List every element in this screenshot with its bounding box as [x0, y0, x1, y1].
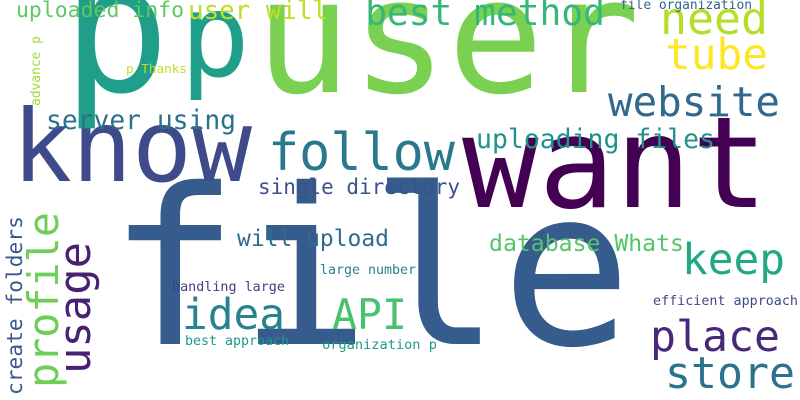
word-large-number: large number	[320, 262, 416, 278]
word-api: API	[332, 290, 407, 340]
word-want: want	[462, 88, 768, 237]
word-idea: idea	[182, 289, 285, 340]
word-best-approach: best approach	[185, 334, 289, 350]
word-advance-p: advance p	[29, 36, 45, 106]
word-p-thanks: p Thanks	[126, 61, 187, 77]
word-single-directory: single directory	[258, 175, 460, 200]
word-uploaded-info: uploaded info	[15, 0, 185, 24]
word-file-organization: file organization	[620, 0, 752, 13]
word-website: website	[608, 78, 780, 127]
word-p-large-right: p	[180, 0, 250, 104]
word-create-folders: create folders	[3, 216, 29, 395]
word-tube: tube	[665, 30, 768, 81]
word-database-whats: database Whats	[489, 230, 684, 257]
word-follow: follow	[268, 122, 455, 183]
word-place: place	[650, 311, 780, 362]
word-usage: usage	[49, 242, 101, 374]
word-handling-large: handling large	[172, 279, 285, 295]
word-uploading-files: uploading files	[476, 123, 715, 155]
word-know: know	[12, 88, 252, 205]
word-need: need	[660, 0, 768, 46]
word-user: user	[255, 0, 640, 131]
word-will-upload: will upload	[237, 226, 389, 253]
word-file: file	[108, 143, 632, 397]
word-efficient-approach: efficient approach	[653, 293, 798, 309]
word-best-method: best method	[365, 0, 605, 34]
word-keep: keep	[682, 234, 785, 285]
word-user-will: user will	[188, 0, 328, 26]
word-p-large-left: p	[62, 0, 170, 134]
word-organization-p: organization p	[322, 336, 437, 353]
word-server-using: server using	[46, 106, 236, 137]
word-store: store	[664, 349, 795, 400]
